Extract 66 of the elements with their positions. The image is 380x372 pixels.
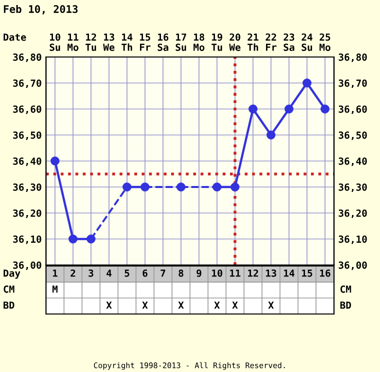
x-tick-label: 12 Tu: [86, 33, 96, 51]
point: [122, 182, 132, 192]
x-tick-label: 14 Th: [122, 34, 132, 51]
x-tick-label: 13 We: [103, 33, 114, 51]
x-tick-label: 10: [212, 269, 222, 277]
x-tick-label: 20 We: [229, 33, 240, 51]
x-tick-label: 7: [160, 270, 166, 277]
y-tick-label: 36,50: [13, 131, 42, 140]
x-tick-label: 2: [70, 269, 76, 277]
x-tick-label: 15: [302, 270, 312, 277]
y2-tick-label: BD: [4, 302, 14, 309]
x-tick-label: 5: [124, 270, 130, 277]
text: X: [268, 302, 274, 309]
x-tick-label: 15 Fr: [140, 34, 150, 51]
x-tick-label: 1: [52, 270, 58, 277]
x-tick-label: 13: [266, 269, 276, 277]
point: [176, 182, 186, 192]
y-tick-label: 36,40: [13, 157, 42, 166]
point: [50, 156, 60, 166]
x-tick-label: 9: [196, 270, 202, 277]
text: X: [178, 302, 184, 309]
y-tick-label: 36,30: [13, 183, 42, 192]
point: [230, 182, 240, 192]
x-tick-label: 22 Fr: [266, 33, 276, 51]
text: M: [52, 286, 58, 293]
x-tick-label: 16: [320, 269, 330, 277]
point: [284, 104, 294, 114]
point: [302, 78, 312, 88]
point: [266, 130, 276, 140]
x-tick-label: 23 Sa: [284, 33, 294, 51]
text: X: [142, 302, 148, 309]
point: [248, 104, 258, 114]
x-tick-label: 4: [106, 270, 112, 277]
text: X: [232, 302, 238, 309]
x-tick-label: 11 Mo: [68, 34, 78, 51]
y-tick-label: 36,70: [13, 79, 42, 88]
point: [86, 234, 96, 244]
x-tick-label: 8: [178, 269, 184, 277]
x-tick-label: 25 Mo: [320, 33, 330, 51]
y-tick-label: 36,10: [13, 235, 42, 244]
x-tick-label: 18 Mo: [194, 33, 204, 51]
y-tick-label: 36,80: [13, 53, 42, 62]
x-tick-label: 19 Tu: [212, 34, 222, 51]
y2-tick-label: CM: [4, 285, 14, 293]
x-tick-label: 10 Su: [50, 33, 60, 51]
chart-title: Feb 10, 2013: [4, 4, 78, 14]
point: [320, 104, 330, 114]
y-tick-label: 36,00: [13, 261, 42, 270]
point: [68, 234, 78, 244]
x-tick-label: 16 Sa: [158, 33, 168, 51]
x-tick-label: 6: [142, 269, 148, 277]
x-tick-label: 3: [88, 269, 94, 277]
x-tick-label: 17 Su: [176, 34, 186, 51]
x-axis-title: Day: [4, 270, 20, 279]
x-tick-label: 24 Su: [302, 33, 312, 51]
x-tick-label: 12: [248, 269, 258, 277]
x-tick-label: 14: [284, 270, 294, 277]
x-axis-title: Date: [4, 34, 26, 41]
x-tick-label: 11: [230, 270, 240, 277]
x-tick-label: 21 Th: [248, 33, 258, 51]
y-tick-label: 36,20: [13, 209, 42, 218]
y-tick-label: 36,60: [13, 105, 42, 114]
text: X: [214, 302, 220, 309]
text: X: [106, 302, 112, 309]
point: [140, 182, 150, 192]
point: [212, 182, 222, 192]
